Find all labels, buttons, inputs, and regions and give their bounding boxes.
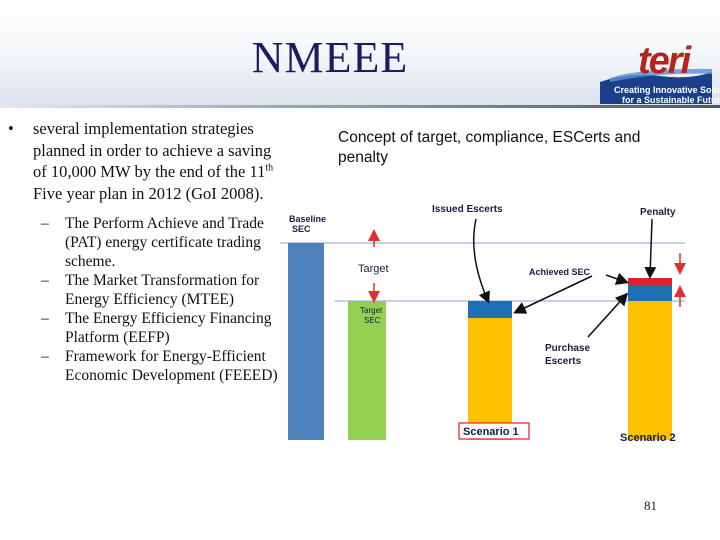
purchase-escerts-arrow: [587, 292, 629, 338]
pat-concept-diagram: Baseline SEC Target Target SEC Issued Es…: [280, 204, 686, 444]
sub-bullet-eefp: – The Energy Efficiency Financing Platfo…: [8, 309, 278, 347]
main-bullet-text-end: Five year plan in 2012 (GoI 2008).: [33, 183, 264, 203]
dash-icon: –: [41, 272, 49, 289]
main-bullet-text: several implementation strategies planne…: [33, 119, 272, 181]
bullet-dot-icon: •: [8, 119, 14, 138]
issued-escerts-arrow: [472, 218, 490, 304]
penalty-arrow: [644, 218, 657, 279]
dash-icon: –: [41, 215, 49, 232]
scenario1-label: Scenario 1: [463, 426, 519, 438]
scenario2-escert-block: [628, 285, 672, 301]
issued-escerts-label: Issued Escerts: [432, 204, 503, 215]
achieved-sec-label: Achieved SEC: [529, 267, 591, 277]
sub-bullet-list: – The Perform Achieve and Trade (PAT) en…: [8, 214, 278, 385]
sub-bullet-text: Framework for Energy-Efficient Economic …: [65, 348, 278, 384]
sub-bullet-text: The Energy Efficiency Financing Platform…: [65, 310, 272, 346]
scenario2-penalty-block: [628, 278, 672, 285]
scenario2-label: Scenario 2: [620, 432, 676, 444]
sub-bullet-text: The Market Transformation for Energy Eff…: [65, 272, 260, 308]
sub-bullet-text: The Perform Achieve and Trade (PAT) ener…: [65, 215, 264, 270]
baseline-label-line1: Baseline: [289, 214, 326, 224]
main-bullet-superscript: th: [265, 162, 274, 174]
scenario1-escert-block: [468, 301, 512, 318]
teri-logo: [600, 68, 712, 104]
main-bullet: • several implementation strategies plan…: [8, 118, 278, 204]
purchase-label-line1: Purchase: [545, 343, 590, 354]
page-number: 81: [644, 498, 657, 513]
title-divider: [0, 105, 720, 108]
sub-bullet-pat: – The Perform Achieve and Trade (PAT) en…: [8, 214, 278, 271]
achieved-sec-arrow-2: [605, 272, 630, 285]
target-sec-label-line2: SEC: [364, 316, 381, 325]
target-sec-label-line1: Target: [360, 306, 383, 315]
bullet-list: • several implementation strategies plan…: [8, 118, 278, 385]
logo-tagline-2: for a Sustainable Future: [622, 95, 720, 105]
target-sec-bar: [348, 301, 386, 440]
dash-icon: –: [41, 348, 49, 365]
baseline-label-line2: SEC: [292, 224, 311, 234]
dash-icon: –: [41, 310, 49, 327]
diagram-title: Concept of target, compliance, ESCerts a…: [338, 129, 641, 166]
baseline-sec-bar: [288, 243, 324, 440]
purchase-label-line2: Escerts: [545, 356, 582, 367]
sub-bullet-mtee: – The Market Transformation for Energy E…: [8, 271, 278, 309]
sub-bullet-feeed: – Framework for Energy-Efficient Economi…: [8, 347, 278, 385]
target-label: Target: [358, 263, 389, 275]
penalty-label: Penalty: [640, 207, 676, 218]
teri-logo-word: teri: [638, 40, 691, 82]
slide-title: NMEEE: [251, 33, 409, 82]
achieved-sec-arrow-1: [513, 275, 593, 314]
logo-tagline-1: Creating Innovative Solutions: [614, 85, 720, 95]
scenario2-bar: [628, 301, 672, 440]
scenario1-label-box: [458, 422, 530, 440]
scenario1-bar: [468, 318, 512, 440]
